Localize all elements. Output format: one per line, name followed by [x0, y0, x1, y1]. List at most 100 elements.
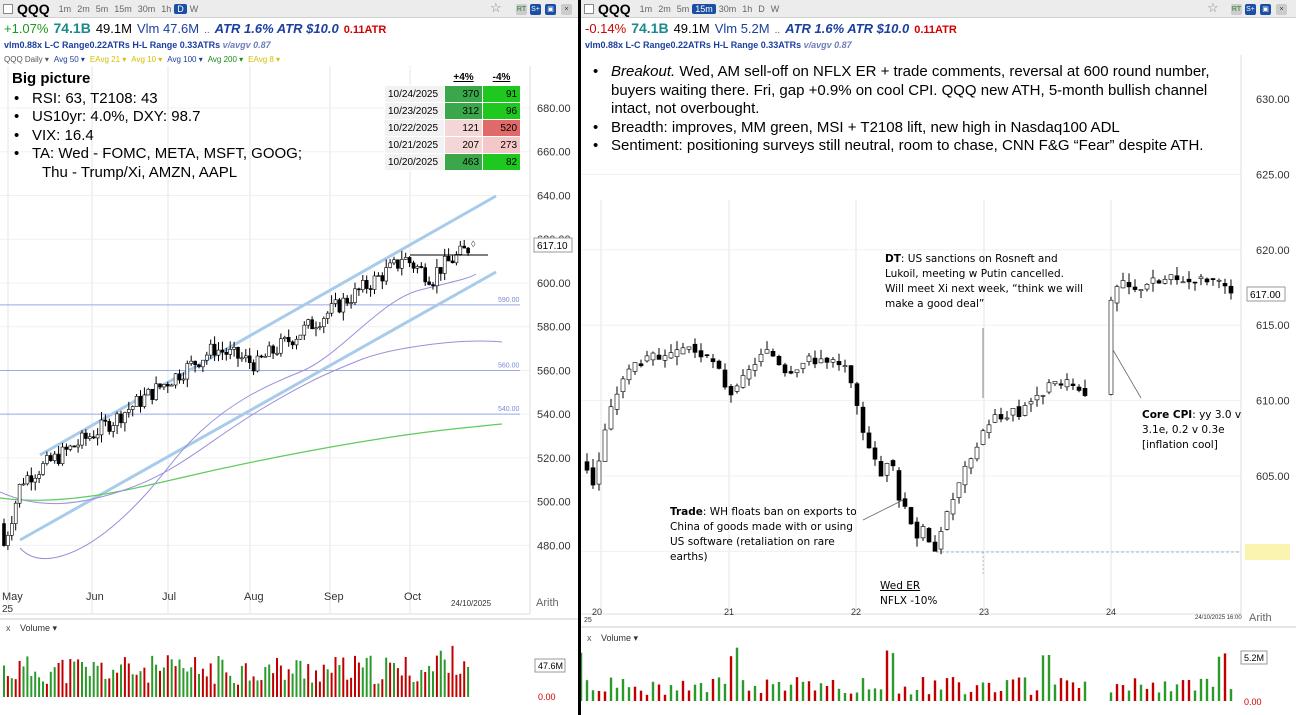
star-icon[interactable]: ☆ [1207, 0, 1219, 15]
timeframe-W[interactable]: W [770, 3, 780, 14]
candle-body [442, 255, 447, 274]
layout-icon[interactable]: ▣ [545, 4, 556, 15]
vlm-value: Vlm 5.2M [714, 21, 770, 36]
timeframe-30m[interactable]: 30m [137, 3, 156, 14]
candle-body [29, 475, 34, 483]
volume-bar [849, 693, 853, 701]
candle-body [201, 359, 205, 368]
volume-bar [897, 693, 901, 701]
ticker-symbol[interactable]: QQQ [598, 0, 631, 17]
ticker-symbol[interactable]: QQQ [17, 0, 50, 17]
settings-icon[interactable]: S+ [530, 4, 541, 15]
ma-legend-item[interactable]: EAvg 21 ▾ [89, 55, 127, 64]
candle-body [419, 266, 424, 268]
settings-icon[interactable]: S+ [1245, 4, 1256, 15]
volume-bar [81, 662, 83, 697]
ma-legend-item[interactable]: Avg 10 ▾ [131, 55, 163, 64]
daily-chart-pane[interactable]: QQQ 1m 2m 5m 15m 30m 1h D W ☆ RT S+ ▣ × +1.07% … [0, 0, 578, 715]
timeframe-1m[interactable]: 1m [639, 3, 653, 14]
volume-bar [789, 684, 793, 701]
chart-label[interactable]: QQQ Daily ▾ [4, 55, 49, 64]
volume-bar [741, 680, 745, 701]
ma-legend-item[interactable]: Avg 200 ▾ [207, 55, 244, 64]
pane-divider[interactable] [578, 0, 581, 715]
volume-bar [705, 692, 709, 701]
y-axis-label: 500.00 [537, 497, 571, 509]
timeframe-1h[interactable]: 1h [161, 3, 172, 14]
timeframe-2m[interactable]: 2m [77, 3, 90, 14]
volume-bar [248, 680, 251, 697]
rt-icon[interactable]: RT [1231, 4, 1242, 15]
ma-legend-item[interactable]: Avg 50 ▾ [53, 55, 85, 64]
volume-bar [813, 690, 817, 701]
change-pct: +1.07% [4, 21, 49, 36]
rt-icon[interactable]: RT [516, 4, 527, 15]
market-notes-list: Breakout. Wed, AM sell-off on NFLX ER + … [591, 63, 1231, 156]
x-axis-label: Jun [86, 591, 104, 603]
volume-bar [116, 672, 119, 697]
timeframe-2m[interactable]: 2m [658, 3, 671, 14]
candle-body [255, 355, 260, 372]
timeframe-15m[interactable]: 15m [114, 3, 132, 14]
volume-bar [1187, 679, 1191, 701]
volume-bar [190, 667, 193, 697]
volume-bar [209, 663, 212, 697]
candle-body [824, 357, 830, 363]
candle-body [1150, 277, 1156, 284]
close-icon[interactable]: × [1276, 4, 1287, 15]
layout-icon[interactable]: ▣ [1260, 4, 1271, 15]
volume-bar [400, 675, 403, 697]
candle-body [1022, 405, 1028, 416]
volume-bar [1229, 689, 1233, 701]
ma-legend-item[interactable]: EAvg 8 ▾ [248, 55, 281, 64]
timeframe-5m[interactable]: 5m [95, 3, 109, 14]
atr-value: ATR 1.6% ATR $10.0 [785, 21, 910, 36]
timeframe-1m[interactable]: 1m [58, 3, 72, 14]
volume-bar [283, 679, 286, 697]
big-picture-notes: Big picture RSI: 63, T2108: 43US10yr: 4.… [12, 70, 302, 182]
volume-bar [1151, 682, 1155, 701]
timeframe-D[interactable]: D [758, 3, 765, 14]
range-stats-text: vlm0.88x L-C Range0.22ATRs H-L Range 0.3… [4, 40, 223, 50]
candle-body [166, 384, 170, 387]
volume-bar [699, 683, 703, 701]
timeframe-30m[interactable]: 30m [718, 3, 737, 14]
volume-bar [205, 676, 208, 697]
intraday-chart-pane[interactable]: QQQ 1m 2m 5m 15m 30m 1h D W ☆ RT S+ ▣ × -0.14% … [581, 0, 1296, 715]
symbol-icon[interactable] [3, 3, 13, 14]
candle-body [314, 327, 318, 330]
vlm-value: Vlm 47.6M [136, 21, 200, 36]
price-marker: 617.00 [1250, 290, 1281, 301]
intraday-price-chart[interactable]: 630.00625.00620.00615.00610.00605.00600.… [581, 0, 1296, 715]
symbol-icon[interactable] [584, 3, 594, 14]
volume-bar [903, 686, 907, 701]
candle-body [72, 445, 76, 448]
candle-body [318, 326, 322, 329]
candle-body [608, 406, 614, 430]
star-icon[interactable]: ☆ [490, 0, 502, 15]
candle-body [115, 413, 119, 426]
volume-bar [451, 645, 454, 697]
volume-bar [783, 690, 787, 701]
chart-toolbar: QQQ 1m 2m 5m 15m 30m 1h D W ☆ RT S+ ▣ × [581, 0, 1296, 18]
volume-bar [1005, 680, 1009, 701]
market-cap: 74.1B [631, 20, 669, 36]
candle-body [878, 461, 884, 477]
timeframe-D[interactable]: D [174, 3, 187, 14]
ma-legend-item[interactable]: Avg 100 ▾ [167, 55, 203, 64]
close-icon[interactable]: × [561, 4, 572, 15]
volume-bar [999, 690, 1003, 701]
candle-body [99, 419, 104, 436]
timeframe-W[interactable]: W [189, 3, 199, 14]
timeframe-15m[interactable]: 15m [692, 3, 716, 14]
timeframe-5m[interactable]: 5m [676, 3, 690, 14]
volume-bar [581, 652, 583, 701]
volume-bar [315, 670, 317, 697]
candle-body [938, 531, 944, 550]
candle-body [427, 281, 431, 285]
timeframe-1h[interactable]: 1h [742, 3, 753, 14]
volume-bar [408, 675, 411, 697]
volume-bar [585, 680, 589, 701]
volume-bar [252, 676, 255, 697]
x-axis-sublabel: 25 [584, 617, 592, 624]
